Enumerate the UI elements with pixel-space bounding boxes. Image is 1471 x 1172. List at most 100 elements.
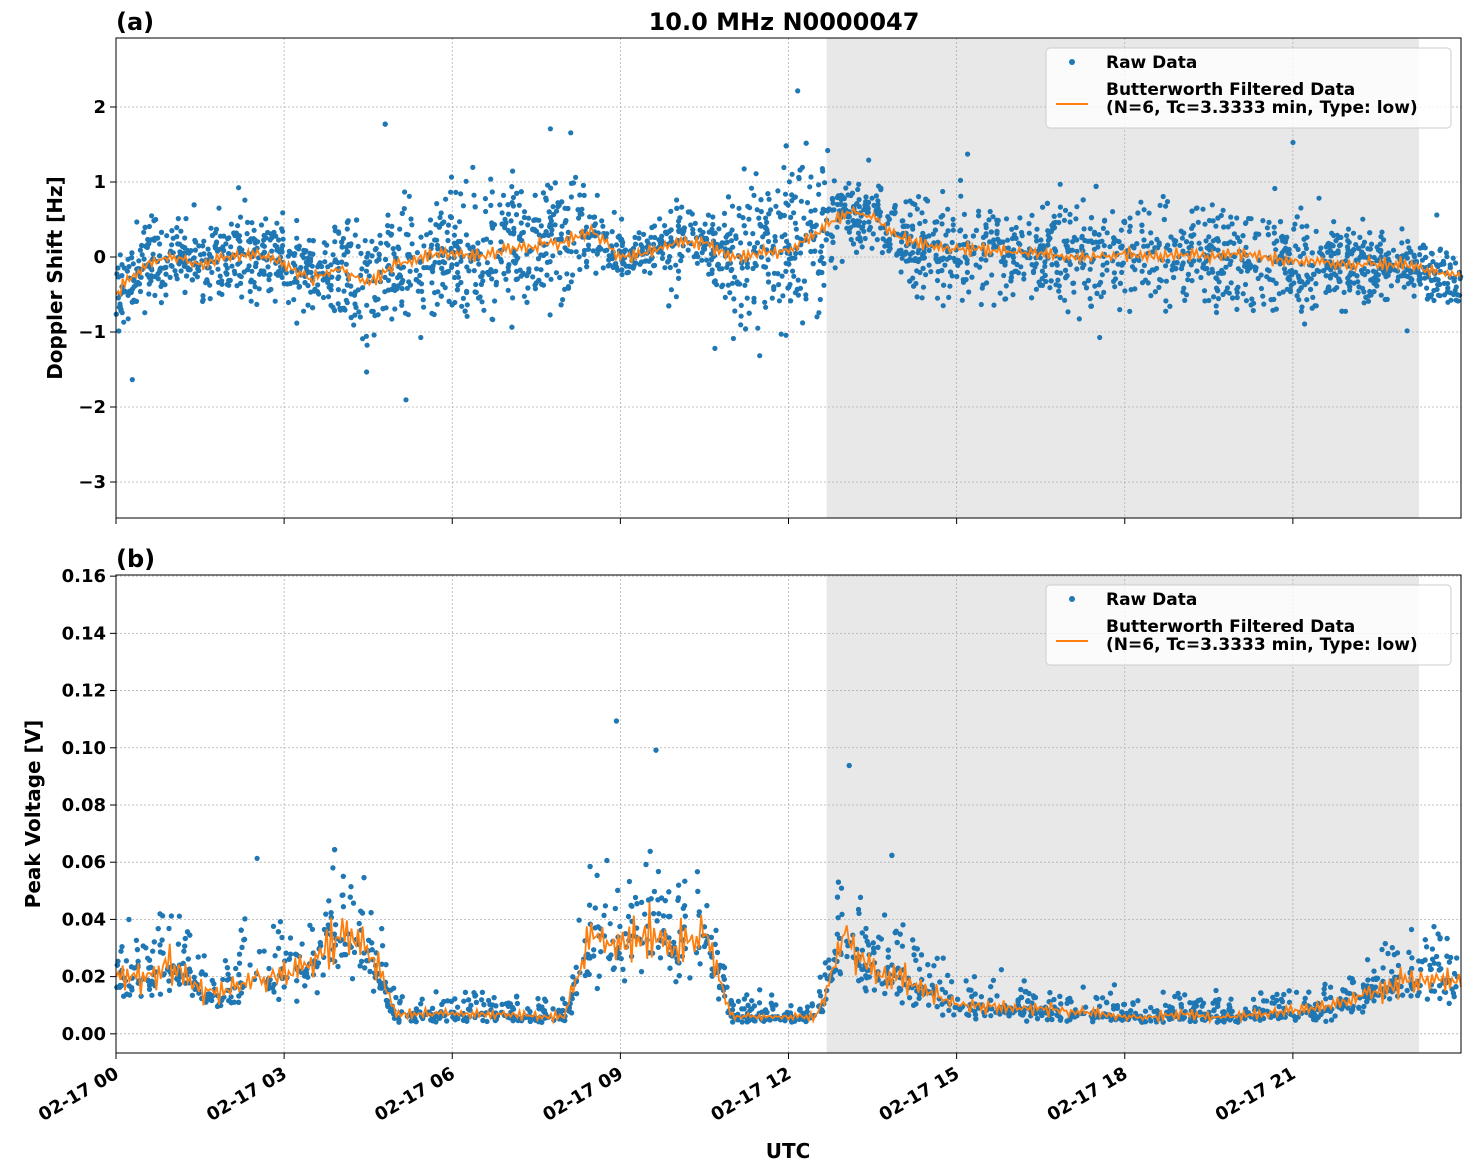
raw-data-point (364, 254, 370, 260)
raw-data-point (148, 265, 155, 272)
raw-data-point (283, 270, 289, 276)
raw-data-point (1301, 236, 1307, 242)
raw-data-point (848, 236, 854, 243)
raw-data-point (1374, 283, 1380, 289)
raw-data-point (276, 237, 282, 243)
raw-data-point (157, 253, 163, 259)
raw-data-point (721, 222, 728, 228)
raw-data-point (1371, 254, 1377, 261)
raw-data-point (823, 237, 829, 243)
raw-data-point (201, 251, 207, 257)
raw-data-point (1260, 293, 1266, 299)
raw-data-point (1092, 283, 1098, 289)
raw-data-point (1185, 271, 1191, 277)
raw-data-point (1242, 261, 1248, 267)
raw-data-point (267, 237, 273, 243)
raw-data-point (861, 220, 867, 226)
raw-data-point (1152, 289, 1158, 295)
raw-data-point (1329, 242, 1335, 248)
raw-data-point (914, 294, 920, 300)
raw-data-point (763, 215, 769, 221)
raw-data-point (258, 222, 265, 228)
raw-data-point (543, 229, 549, 235)
raw-data-point (950, 227, 956, 233)
raw-data-point (1093, 183, 1099, 189)
raw-data-point (328, 262, 334, 268)
raw-data-point (763, 225, 769, 231)
raw-data-point (727, 290, 733, 296)
raw-data-point (332, 257, 338, 263)
raw-data-point (878, 225, 884, 231)
raw-data-point (1196, 240, 1202, 246)
raw-data-point (385, 212, 391, 218)
raw-data-point (182, 245, 188, 251)
raw-data-point (773, 203, 779, 209)
raw-data-point (261, 270, 267, 276)
raw-data-point (709, 267, 715, 273)
raw-data-point (1431, 277, 1437, 283)
raw-data-point (538, 223, 544, 229)
raw-data-point (545, 182, 551, 188)
raw-data-point (902, 223, 908, 229)
raw-data-point (1094, 290, 1100, 296)
raw-data-point (1443, 250, 1449, 256)
raw-data-point (1228, 214, 1234, 220)
raw-data-point (310, 305, 316, 311)
raw-data-point (808, 228, 814, 235)
raw-data-point (1404, 255, 1410, 261)
raw-data-point (1273, 247, 1279, 253)
raw-data-point (158, 229, 165, 235)
raw-data-point (1215, 238, 1221, 244)
raw-data-point (945, 228, 951, 234)
raw-data-point (869, 195, 875, 201)
raw-data-point (213, 226, 219, 232)
raw-data-point (285, 253, 291, 259)
raw-data-point (1061, 217, 1067, 223)
raw-data-point (343, 261, 349, 267)
raw-data-point (765, 230, 771, 236)
raw-data-point (157, 241, 163, 247)
raw-data-point (625, 269, 632, 275)
raw-data-point (1167, 303, 1173, 309)
raw-data-point (747, 241, 753, 247)
raw-data-point (510, 194, 516, 201)
raw-data-point (1326, 284, 1332, 290)
raw-data-point (536, 277, 542, 283)
raw-data-point (1434, 212, 1440, 218)
raw-data-point (325, 279, 331, 286)
raw-data-point (188, 248, 194, 254)
raw-data-point (1104, 267, 1110, 273)
raw-data-point (1091, 229, 1098, 235)
raw-data-point (1430, 259, 1436, 265)
raw-data-point (1345, 226, 1352, 232)
raw-data-point (473, 289, 479, 295)
raw-data-point (667, 264, 673, 271)
raw-data-point (926, 247, 932, 253)
raw-data-point (636, 230, 642, 236)
raw-data-point (1288, 282, 1294, 288)
raw-data-point (865, 199, 872, 205)
raw-data-point (121, 319, 127, 325)
raw-data-point (738, 313, 744, 319)
raw-data-point (536, 217, 542, 223)
raw-data-point (725, 282, 731, 288)
raw-data-point (675, 223, 682, 229)
raw-data-point (272, 298, 278, 304)
raw-data-point (115, 265, 121, 271)
raw-data-point (788, 298, 794, 304)
raw-data-point (692, 220, 698, 226)
raw-data-point (1157, 202, 1163, 208)
raw-data-point (631, 263, 637, 269)
raw-data-point (765, 257, 771, 263)
raw-data-point (308, 256, 314, 262)
raw-data-point (303, 248, 309, 254)
raw-data-point (1207, 247, 1213, 253)
raw-data-point (1240, 291, 1246, 297)
raw-data-point (1293, 243, 1299, 249)
raw-data-point (399, 286, 405, 292)
raw-data-point (1435, 292, 1441, 298)
raw-data-point (1071, 289, 1077, 295)
raw-data-point (1014, 261, 1020, 268)
raw-data-point (407, 282, 414, 288)
raw-data-point (583, 224, 590, 230)
